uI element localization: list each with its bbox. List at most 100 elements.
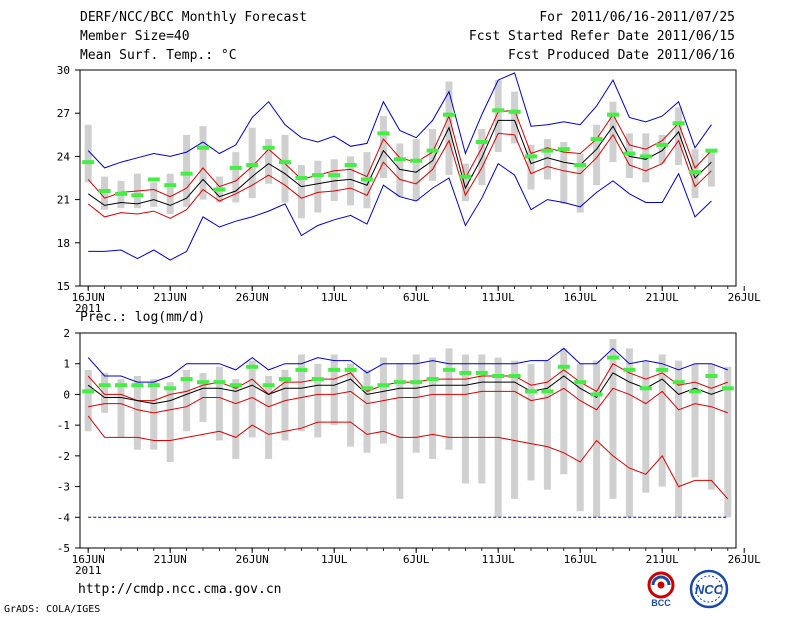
temp-green-marker <box>213 187 226 192</box>
temp-spread-bar <box>265 139 273 184</box>
prec-green-marker <box>328 367 341 372</box>
temp-xtick-label: 1JUL <box>321 291 348 304</box>
temp-xtick-label: 21JUN <box>154 291 187 304</box>
ncc-logo-text: NCC <box>695 582 724 597</box>
prec-spread-bar <box>314 363 322 438</box>
temp-green-marker <box>164 183 177 188</box>
prec-green-marker <box>82 389 95 394</box>
prec-spread-bar <box>330 354 338 426</box>
temp-green-marker <box>82 160 95 165</box>
temp-ytick-label: 24 <box>57 150 71 163</box>
temp-green-marker <box>426 148 439 153</box>
temp-spread-bar <box>248 127 256 199</box>
temp-spread-bar <box>396 143 404 197</box>
temp-xtick-label: 21JUL <box>646 291 679 304</box>
prec-spread-bar <box>150 379 158 450</box>
prec-spread-bar <box>363 369 371 453</box>
prec-green-marker <box>229 383 242 388</box>
prec-green-marker <box>98 383 111 388</box>
temp-spread-bar <box>199 126 207 200</box>
temp-green-marker <box>262 145 275 150</box>
variable-label: Mean Surf. Temp.: °C <box>80 48 237 63</box>
temp-spread-bar <box>576 153 584 213</box>
prec-green-marker <box>147 383 160 388</box>
temp-line-envelope-max <box>87 72 712 169</box>
temp-spread-bar <box>232 152 240 203</box>
prec-green-marker <box>590 392 603 397</box>
temp-spread-bar <box>101 176 109 210</box>
prec-xtick-label: 16JUL <box>564 553 597 566</box>
temp-spread-bar <box>527 144 535 190</box>
temp-ytick-label: 30 <box>57 64 70 77</box>
fcst-started-date: Fcst Started Refer Date 2011/06/15 <box>468 29 735 44</box>
prec-xtick-year: 2011 <box>75 564 102 577</box>
prec-green-marker <box>197 380 209 385</box>
temp-xtick-label: 26JUL <box>728 291 761 304</box>
prec-green-marker <box>377 383 390 388</box>
prec-spread-bar <box>511 360 519 499</box>
temp-spread-bar <box>543 139 551 180</box>
prec-spread-bar <box>232 379 240 459</box>
temp-green-marker <box>475 140 488 144</box>
prec-ytick-label: 0 <box>63 388 70 401</box>
temp-spread-bar <box>183 134 191 207</box>
temp-xtick-label: 16JUL <box>564 291 597 304</box>
prec-xtick-label: 21JUN <box>154 553 187 566</box>
temp-green-marker <box>508 109 521 114</box>
bcc-logo-text: BCC <box>651 598 671 608</box>
temp-green-marker <box>295 176 308 180</box>
prec-spread-bar <box>691 363 699 478</box>
prec-xtick-label: 11JUL <box>482 553 515 566</box>
prec-spread-bar <box>429 357 437 459</box>
prec-spread-bar <box>461 354 469 484</box>
prec-spread-bar <box>609 339 617 499</box>
temp-line-envelope-min <box>88 162 712 261</box>
prec-ytick-label: -2 <box>57 450 70 463</box>
prec-line-envelope-min <box>87 415 729 500</box>
prec-ytick-label: 2 <box>63 327 70 340</box>
prec-green-marker <box>492 374 505 378</box>
temp-green-marker <box>459 174 472 179</box>
prec-green-marker <box>475 370 488 375</box>
prec-green-marker <box>656 367 669 372</box>
prec-green-marker <box>525 389 537 394</box>
temp-green-marker <box>541 148 554 153</box>
prec-spread-bar <box>675 360 683 518</box>
temp-spread-bar <box>314 160 322 213</box>
prec-green-marker <box>361 386 373 391</box>
prec-green-marker <box>115 383 127 388</box>
temp-spread-bar <box>84 124 92 183</box>
temp-spread-bar <box>429 129 437 181</box>
temp-green-marker <box>361 177 373 182</box>
temp-xtick-year: 2011 <box>75 302 102 315</box>
temp-plot-frame <box>79 69 737 287</box>
prec-green-marker <box>721 386 734 391</box>
prec-green-marker <box>279 377 291 382</box>
prec-green-marker <box>443 367 455 372</box>
prec-spread-bar <box>215 366 223 441</box>
temp-line-lower-band <box>87 132 712 219</box>
prec-spread-bar <box>248 360 256 438</box>
member-size-label: Member Size=40 <box>80 29 190 44</box>
chart-title: DERF/NCC/BCC Monthly Forecast <box>80 10 307 25</box>
temp-line-ensemble-mean <box>87 119 712 206</box>
temp-spread-bar <box>297 165 305 219</box>
prec-green-marker <box>180 377 193 382</box>
temp-green-marker <box>328 173 341 178</box>
source-url[interactable]: http://cmdp.ncc.cma.gov.cn <box>78 582 282 597</box>
prec-xtick-label: 26JUL <box>728 553 761 566</box>
temp-spread-bar <box>658 134 666 164</box>
temp-green-marker <box>557 147 570 152</box>
temp-spread-bar <box>281 134 289 203</box>
prec-spread-bar <box>478 354 486 484</box>
prec-green-marker <box>574 380 587 385</box>
prec-green-marker <box>393 380 406 385</box>
temp-green-marker <box>279 160 291 165</box>
prec-spread-bar <box>527 363 535 481</box>
prec-plot-frame <box>79 332 737 549</box>
temp-green-marker <box>393 157 406 162</box>
prec-xtick-label: 6JUL <box>403 553 430 566</box>
temp-green-marker <box>131 193 144 198</box>
prec-green-marker <box>459 370 472 375</box>
prec-spread-bar <box>347 363 355 447</box>
